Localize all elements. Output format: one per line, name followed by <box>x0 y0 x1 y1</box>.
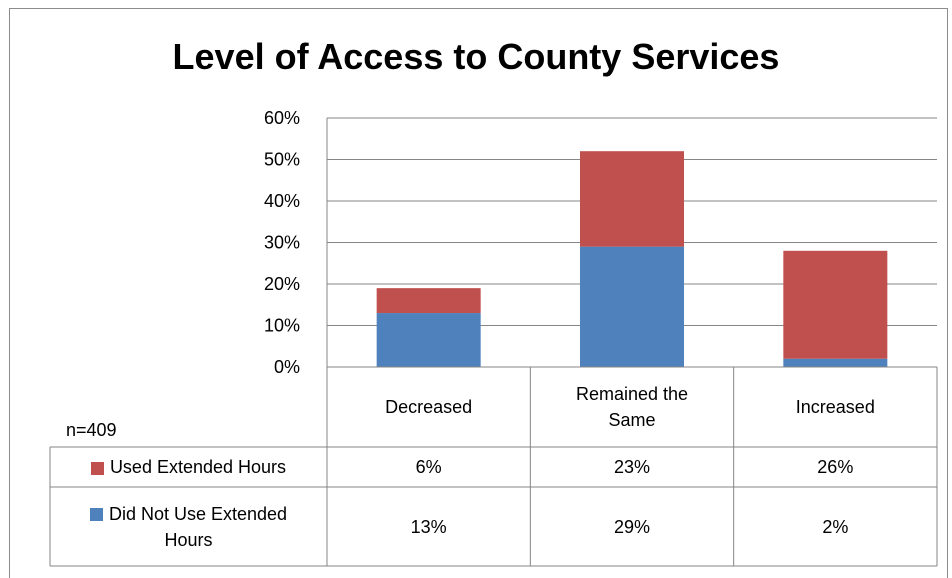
bar-segment <box>376 313 481 367</box>
data-label: 2% <box>822 516 849 537</box>
chart-frame <box>9 8 948 578</box>
y-tick-label: 10% <box>264 316 300 336</box>
legend-entry: Used Extended Hours <box>50 447 327 487</box>
data-label: 26% <box>817 457 854 477</box>
data-label: 6% <box>415 457 442 477</box>
bar-segment <box>580 151 684 247</box>
category-label: Remained the Same <box>575 384 689 430</box>
bar-segment <box>783 358 888 367</box>
legend-swatch <box>90 461 104 475</box>
data-label: 29% <box>613 516 650 537</box>
data-label: 23% <box>613 457 650 477</box>
y-tick-label: 20% <box>264 274 300 294</box>
data-label: 13% <box>410 516 447 537</box>
bar-segment <box>376 288 481 314</box>
y-tick-label: 60% <box>264 108 300 128</box>
y-tick-label: 30% <box>264 233 300 253</box>
category-label: Increased <box>795 397 875 417</box>
bar-segment <box>783 250 888 359</box>
sample-size-note: n=409 <box>66 420 117 440</box>
legend-swatch <box>89 508 103 522</box>
y-tick-label: 50% <box>264 150 300 170</box>
legend-label: Used Extended Hours <box>90 454 286 480</box>
bar-segment <box>580 246 684 367</box>
y-tick-label: 40% <box>264 191 300 211</box>
legend-entry: Did Not Use Extended Hours <box>50 487 327 566</box>
chart-title: Level of Access to County Services <box>172 36 780 77</box>
y-tick-label: 0% <box>274 357 300 377</box>
legend-label: Did Not Use Extended Hours <box>89 501 287 553</box>
category-label: Decreased <box>385 397 473 417</box>
